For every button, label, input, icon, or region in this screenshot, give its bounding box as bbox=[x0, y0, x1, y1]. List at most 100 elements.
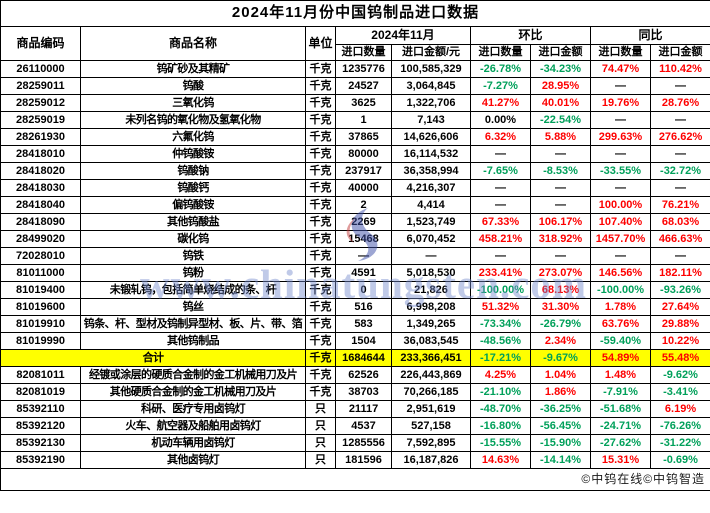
cell-mom-value: -56.45% bbox=[530, 417, 591, 435]
table-row: 81019990 其他钨制品 千克 1504 36,083,545 -48.56% 2.34… bbox=[0, 332, 710, 350]
cell-mom-value: 2.34% bbox=[530, 332, 591, 350]
cell-import-qty: 2269 bbox=[335, 213, 392, 231]
cell-code: 81019600 bbox=[0, 298, 81, 316]
cell-code: 81011000 bbox=[0, 264, 81, 282]
cell-yoy-value: 10.22% bbox=[649, 332, 710, 350]
cell-mom-qty: 458.21% bbox=[470, 230, 531, 248]
cell-import-value: 6,070,452 bbox=[391, 230, 471, 248]
cell-import-value: 16,187,826 bbox=[391, 451, 471, 469]
col-header-code: 商品编码 bbox=[0, 26, 81, 61]
cell-code: 28418030 bbox=[0, 179, 81, 197]
cell-unit: 千克 bbox=[305, 247, 336, 265]
cell-yoy-value: -0.69% bbox=[649, 451, 710, 469]
cell-unit: 千克 bbox=[305, 128, 336, 146]
cell-mom-qty: 0.00% bbox=[470, 111, 531, 129]
cell-yoy-qty: — bbox=[590, 145, 651, 163]
cell-mom-value: 68.13% bbox=[530, 281, 591, 299]
cell-mom-qty: 67.33% bbox=[470, 213, 531, 231]
cell-yoy-qty: -51.68% bbox=[590, 400, 651, 418]
cell-code: 85392120 bbox=[0, 417, 81, 435]
cell-yoy-value: — bbox=[649, 179, 710, 197]
cell-import-value: 14,626,606 bbox=[391, 128, 471, 146]
table-row: 28418090 其他钨酸盐 千克 2269 1,523,749 67.33% 106.17… bbox=[0, 213, 710, 231]
cell-import-value: 1,349,265 bbox=[391, 315, 471, 333]
cell-name: 钨铁 bbox=[80, 247, 306, 265]
cell-code: 28418010 bbox=[0, 145, 81, 163]
cell-yoy-value: 68.03% bbox=[649, 213, 710, 231]
cell-yoy-value: — bbox=[649, 77, 710, 95]
col-header-mom-value: 进口金额 bbox=[530, 44, 591, 61]
cell-unit: 千克 bbox=[305, 60, 336, 78]
page-title: 2024年11月份中国钨制品进口数据 bbox=[0, 0, 710, 27]
cell-import-value: 36,358,994 bbox=[391, 162, 471, 180]
cell-import-qty: 80000 bbox=[335, 145, 392, 163]
table-row: 85392190 其他卤钨灯只 181596 16,187,826 14.63% -14.… bbox=[0, 451, 710, 469]
cell-unit: 千克 bbox=[305, 383, 336, 401]
table-body: 26110000 钨矿砂及其精矿 千克 1235776 100,585,329 -26.7… bbox=[0, 60, 710, 469]
cell-unit: 千克 bbox=[305, 315, 336, 333]
cell-import-qty: 24527 bbox=[335, 77, 392, 95]
cell-mom-value: -15.90% bbox=[530, 434, 591, 452]
cell-code: 28259019 bbox=[0, 111, 81, 129]
col-header-mom-qty: 进口数量 bbox=[470, 44, 531, 61]
cell-name: 碳化钨 bbox=[80, 230, 306, 248]
cell-mom-value: 273.07% bbox=[530, 264, 591, 282]
cell-name: 经镀或涂层的硬质合金制的金工机械用刀及片 bbox=[80, 366, 306, 384]
cell-yoy-value: — bbox=[649, 145, 710, 163]
cell-code: 28259012 bbox=[0, 94, 81, 112]
table-row: 72028010 钨铁 千克 — — — — — — bbox=[0, 247, 710, 265]
cell-import-qty: 1504 bbox=[335, 332, 392, 350]
cell-mom-value: 1.04% bbox=[530, 366, 591, 384]
cell-unit: 千克 bbox=[305, 145, 336, 163]
col-header-name: 商品名称 bbox=[80, 26, 306, 61]
cell-yoy-value: -9.62% bbox=[649, 366, 710, 384]
cell-unit: 千克 bbox=[305, 111, 336, 129]
cell-code: 28261930 bbox=[0, 128, 81, 146]
cell-yoy-value: 76.21% bbox=[649, 196, 710, 214]
cell-unit: 千克 bbox=[305, 179, 336, 197]
cell-yoy-value: 28.76% bbox=[649, 94, 710, 112]
cell-name: 仲钨酸铵 bbox=[80, 145, 306, 163]
col-group-month: 2024年11月 bbox=[335, 26, 471, 45]
cell-code: 85392190 bbox=[0, 451, 81, 469]
cell-unit: 千克 bbox=[305, 162, 336, 180]
cell-import-qty: 181596 bbox=[335, 451, 392, 469]
cell-yoy-qty: 1.48% bbox=[590, 366, 651, 384]
import-data-table: 2024年11月份中国钨制品进口数据 商品编码 商品名称 单位 2024年11月… bbox=[0, 0, 710, 491]
cell-yoy-value: -3.41% bbox=[649, 383, 710, 401]
cell-import-value: 1,322,706 bbox=[391, 94, 471, 112]
cell-import-qty: 1684644 bbox=[335, 349, 392, 367]
cell-name: 钨粉 bbox=[80, 264, 306, 282]
cell-name: 钨条、杆、型材及钨制异型材、板、片、带、箔 bbox=[80, 315, 306, 333]
cell-yoy-qty: 299.63% bbox=[590, 128, 651, 146]
cell-import-value: 7,592,895 bbox=[391, 434, 471, 452]
cell-name: 其他硬质合金制的金工机械用刀及片 bbox=[80, 383, 306, 401]
cell-unit: 千克 bbox=[305, 196, 336, 214]
cell-mom-qty: -26.78% bbox=[470, 60, 531, 78]
cell-name: 钨矿砂及其精矿 bbox=[80, 60, 306, 78]
cell-import-qty: 38703 bbox=[335, 383, 392, 401]
table-row: 28418040 偏钨酸铵 千克 2 4,414— —100.00% 76.21% bbox=[0, 196, 710, 214]
cell-yoy-qty: — bbox=[590, 179, 651, 197]
cell-import-qty: 0 bbox=[335, 281, 392, 299]
cell-mom-value: — bbox=[530, 247, 591, 265]
cell-import-qty: 1 bbox=[335, 111, 392, 129]
cell-import-qty: 1285556 bbox=[335, 434, 392, 452]
cell-code: 81019910 bbox=[0, 315, 81, 333]
cell-name: 三氧化钨 bbox=[80, 94, 306, 112]
cell-yoy-qty: 63.76% bbox=[590, 315, 651, 333]
cell-name: 钨酸钙 bbox=[80, 179, 306, 197]
cell-yoy-qty: 54.89% bbox=[590, 349, 651, 367]
cell-mom-qty: — bbox=[470, 196, 531, 214]
cell-name: 机动车辆用卤钨灯 bbox=[80, 434, 306, 452]
cell-mom-qty: -21.10% bbox=[470, 383, 531, 401]
cell-yoy-value: -93.26% bbox=[649, 281, 710, 299]
cell-import-value: 16,114,532 bbox=[391, 145, 471, 163]
cell-name: 六氟化钨 bbox=[80, 128, 306, 146]
table-row: 26110000 钨矿砂及其精矿 千克 1235776 100,585,329 -26.7… bbox=[0, 60, 710, 78]
cell-import-value: 7,143 bbox=[391, 111, 471, 129]
cell-code: 26110000 bbox=[0, 60, 81, 78]
cell-name: 未锻轧钨，包括简单烧结成的条、杆 bbox=[80, 281, 306, 299]
cell-code: 85392110 bbox=[0, 400, 81, 418]
table-row: 28259019 未列名钨的氧化物及氢氧化物 千克 1 7,143 0.00% -22.54… bbox=[0, 111, 710, 129]
